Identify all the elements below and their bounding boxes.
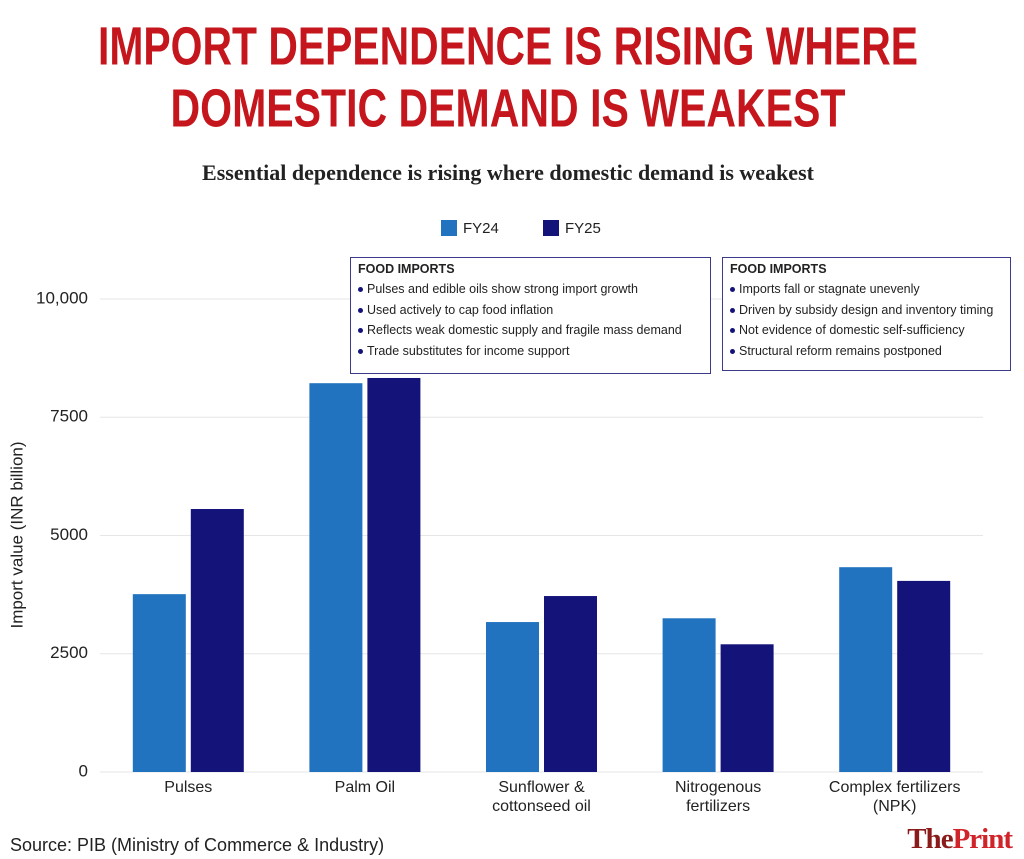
chart-title: IMPORT DEPENDENCE IS RISING WHERE <box>98 16 918 76</box>
annotation-box: FOOD IMPORTS Imports fall or stagnate une… <box>722 257 1011 371</box>
y-tick-label: 2500 <box>50 643 88 662</box>
x-tick-label: Complex fertilizers (NPK) <box>828 779 961 815</box>
x-tick-label: Pulses <box>164 779 213 796</box>
y-tick-label: 10,000 <box>36 288 88 307</box>
legend-swatch <box>441 220 457 236</box>
y-axis-label: Import value (INR billion) <box>7 441 26 628</box>
annotation-item: Trade substitutes for income support <box>358 341 703 362</box>
annotation-item: Structural reform remains postponed <box>730 341 1003 362</box>
annotation-list: Pulses and edible oils show strong impor… <box>358 279 703 361</box>
bar <box>544 596 597 772</box>
chart-title: DOMESTIC DEMAND IS WEAKEST <box>171 78 846 138</box>
logo: ThePrint <box>907 823 1013 856</box>
logo-print: Print <box>952 823 1013 855</box>
legend-swatch <box>543 220 559 236</box>
x-tick-label: Sunflower & cottonseed oil <box>492 779 591 815</box>
annotation-item: Pulses and edible oils show strong impor… <box>358 279 703 300</box>
y-tick-label: 0 <box>79 761 88 780</box>
bar <box>132 594 186 772</box>
bar <box>486 622 539 772</box>
y-tick-label: 5000 <box>50 525 88 544</box>
chart-subtitle: Essential dependence is rising where dom… <box>202 160 815 185</box>
annotation-item: Driven by subsidy design and inventory t… <box>730 300 1003 321</box>
bar <box>662 618 716 772</box>
x-tick-label: Palm Oil <box>334 779 396 796</box>
annotation-box: FOOD IMPORTS Pulses and edible oils show … <box>350 257 711 374</box>
bar <box>720 644 774 772</box>
annotation-item: Imports fall or stagnate unevenly <box>730 279 1003 300</box>
annotation-title: FOOD IMPORTS <box>730 262 827 276</box>
annotation-item: Reflects weak domestic supply and fragil… <box>358 320 703 341</box>
bar <box>309 383 363 772</box>
bar <box>839 567 893 772</box>
y-tick-label: 7500 <box>50 407 88 426</box>
legend-label: FY24 <box>463 220 499 237</box>
source: Source: PIB (Ministry of Commerce & Indu… <box>10 835 385 855</box>
x-tick-label: Nitrogenous fertilizers <box>674 779 762 815</box>
annotation-list: Imports fall or stagnate unevenly Driven … <box>730 279 1003 361</box>
annotation-title: FOOD IMPORTS <box>358 262 455 276</box>
bar <box>190 509 244 772</box>
annotation-item: Used actively to cap food inflation <box>358 300 703 321</box>
bar <box>367 377 421 772</box>
legend-label: FY25 <box>565 220 601 237</box>
bar <box>897 580 951 772</box>
annotation-item: Not evidence of domestic self-sufficienc… <box>730 320 1003 341</box>
logo-the: The <box>907 823 953 855</box>
